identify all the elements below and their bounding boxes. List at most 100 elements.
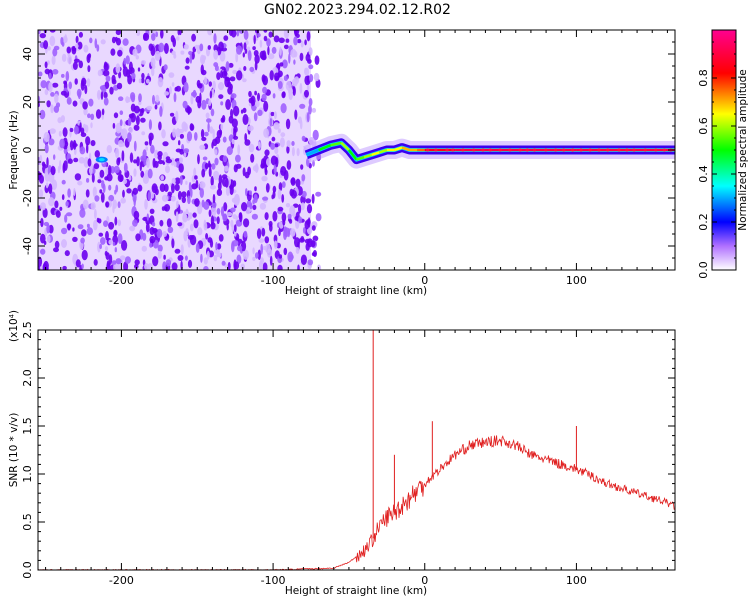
noise-speckle	[258, 238, 265, 243]
noise-speckle	[165, 165, 170, 174]
noise-speckle	[197, 227, 203, 236]
noise-speckle	[273, 111, 277, 120]
noise-speckle	[241, 202, 248, 212]
noise-speckle	[40, 202, 46, 211]
noise-speckle	[297, 38, 302, 44]
noise-speckle	[200, 129, 205, 139]
noise-speckle	[180, 244, 184, 255]
noise-speckle	[180, 50, 185, 55]
noise-speckle	[305, 198, 312, 204]
noise-speckle	[240, 263, 245, 270]
signal-peak-point	[625, 148, 629, 152]
noise-speckle	[178, 163, 184, 173]
plot-frame	[37, 329, 676, 571]
signal-peak-point	[461, 148, 465, 152]
x-tick-label: -200	[109, 574, 134, 587]
noise-speckle	[86, 178, 90, 183]
noise-speckle	[200, 253, 203, 263]
noise-speckle	[99, 169, 105, 178]
noise-speckle	[146, 157, 150, 168]
signal-track-segment	[318, 144, 332, 152]
noise-speckle	[87, 53, 90, 61]
noise-speckle	[94, 150, 101, 158]
noise-speckle	[269, 117, 273, 127]
noise-speckle	[211, 163, 216, 170]
noise-speckle	[194, 198, 200, 207]
noise-speckle	[262, 176, 267, 181]
noise-speckle	[113, 230, 117, 236]
noise-speckle	[154, 104, 158, 110]
noise-speckle	[170, 195, 176, 202]
noise-speckle	[105, 230, 109, 241]
noise-speckle	[80, 237, 85, 244]
noise-speckle	[87, 113, 91, 119]
noise-speckle	[279, 62, 284, 67]
noise-speckle	[72, 236, 78, 242]
noise-speckle	[61, 73, 65, 78]
noise-speckle	[142, 174, 149, 184]
noise-speckle	[95, 109, 102, 119]
noise-speckle	[121, 150, 125, 162]
noise-speckle	[98, 232, 104, 237]
noise-speckle	[113, 165, 120, 174]
noise-speckle	[201, 136, 207, 142]
noise-speckle	[304, 67, 310, 77]
noise-speckle	[209, 185, 217, 190]
noise-speckle	[277, 189, 282, 200]
noise-speckle	[302, 227, 306, 234]
noise-speckle	[239, 212, 243, 223]
noise-speckle	[314, 55, 320, 65]
noise-speckle	[167, 226, 174, 233]
noise-speckle	[129, 152, 134, 163]
noise-speckle	[254, 90, 257, 96]
noise-speckle	[101, 180, 105, 189]
noise-speckle	[162, 141, 169, 147]
noise-speckle	[189, 212, 193, 220]
noise-speckle	[93, 259, 98, 266]
signal-peak-point	[606, 148, 610, 152]
noise-speckle	[287, 213, 292, 220]
colorbar-ticks: 0.0 0.2 0.4 0.6 0.8	[697, 29, 737, 279]
noise-speckle	[84, 84, 88, 95]
noise-speckle	[132, 187, 139, 195]
noise-speckle	[69, 127, 74, 133]
noise-speckle	[205, 233, 209, 240]
noise-speckle	[263, 30, 268, 33]
noise-speckle	[104, 61, 108, 68]
noise-speckle	[133, 159, 138, 164]
noise-speckle	[61, 194, 65, 201]
noise-speckle	[112, 122, 116, 129]
noise-speckle	[45, 182, 49, 189]
noise-speckle	[119, 255, 126, 260]
noise-speckle	[121, 128, 128, 140]
noise-speckle	[66, 146, 71, 151]
noise-speckle	[273, 35, 280, 43]
signal-peak-point	[554, 148, 558, 152]
noise-speckle	[109, 86, 114, 95]
noise-speckle	[194, 44, 199, 50]
noise-speckle	[272, 93, 276, 99]
noise-speckle	[249, 202, 253, 210]
noise-speckle	[232, 214, 237, 220]
noise-speckle	[132, 219, 138, 227]
noise-speckle	[82, 199, 89, 210]
noise-speckle	[266, 158, 271, 167]
noise-speckle	[173, 161, 177, 168]
noise-speckle	[190, 124, 195, 131]
noise-speckle	[176, 200, 179, 208]
noise-speckle	[214, 65, 219, 72]
noise-speckle	[38, 30, 41, 35]
noise-speckle	[254, 100, 260, 108]
noise-speckle	[87, 158, 92, 167]
signal-peak-point	[579, 148, 583, 152]
noise-speckle	[227, 262, 231, 270]
noise-speckle	[236, 254, 242, 264]
noise-speckle	[188, 50, 193, 56]
noise-speckle	[142, 232, 147, 241]
noise-speckle	[78, 31, 83, 38]
spectrogram-area	[38, 30, 675, 270]
noise-speckle	[122, 178, 128, 185]
noise-speckle	[43, 266, 49, 270]
noise-speckle	[127, 132, 132, 143]
noise-speckle	[218, 41, 224, 52]
